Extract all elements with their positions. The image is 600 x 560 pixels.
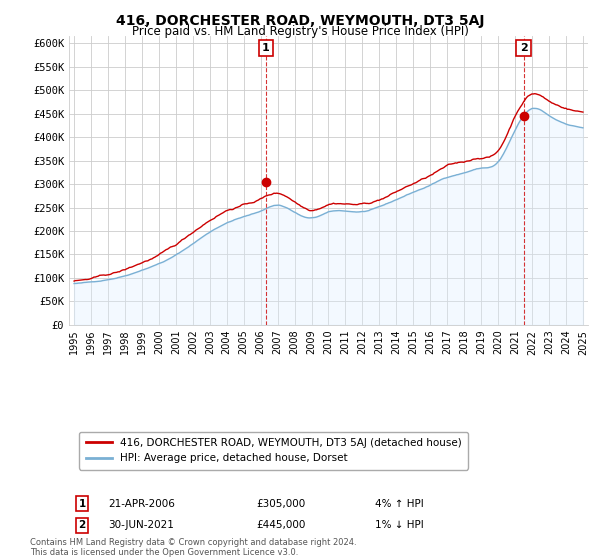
Text: 416, DORCHESTER ROAD, WEYMOUTH, DT3 5AJ: 416, DORCHESTER ROAD, WEYMOUTH, DT3 5AJ <box>116 14 484 28</box>
Text: 4% ↑ HPI: 4% ↑ HPI <box>375 498 424 508</box>
Text: £445,000: £445,000 <box>256 520 305 530</box>
Text: 30-JUN-2021: 30-JUN-2021 <box>108 520 174 530</box>
Text: 21-APR-2006: 21-APR-2006 <box>108 498 175 508</box>
Text: £305,000: £305,000 <box>256 498 305 508</box>
Text: 2: 2 <box>79 520 86 530</box>
Text: 2: 2 <box>520 43 527 53</box>
Text: Price paid vs. HM Land Registry's House Price Index (HPI): Price paid vs. HM Land Registry's House … <box>131 25 469 38</box>
Text: 1% ↓ HPI: 1% ↓ HPI <box>375 520 424 530</box>
Legend: 416, DORCHESTER ROAD, WEYMOUTH, DT3 5AJ (detached house), HPI: Average price, de: 416, DORCHESTER ROAD, WEYMOUTH, DT3 5AJ … <box>79 432 468 469</box>
Text: 1: 1 <box>262 43 270 53</box>
Text: Contains HM Land Registry data © Crown copyright and database right 2024.
This d: Contains HM Land Registry data © Crown c… <box>30 538 356 557</box>
Text: 1: 1 <box>79 498 86 508</box>
